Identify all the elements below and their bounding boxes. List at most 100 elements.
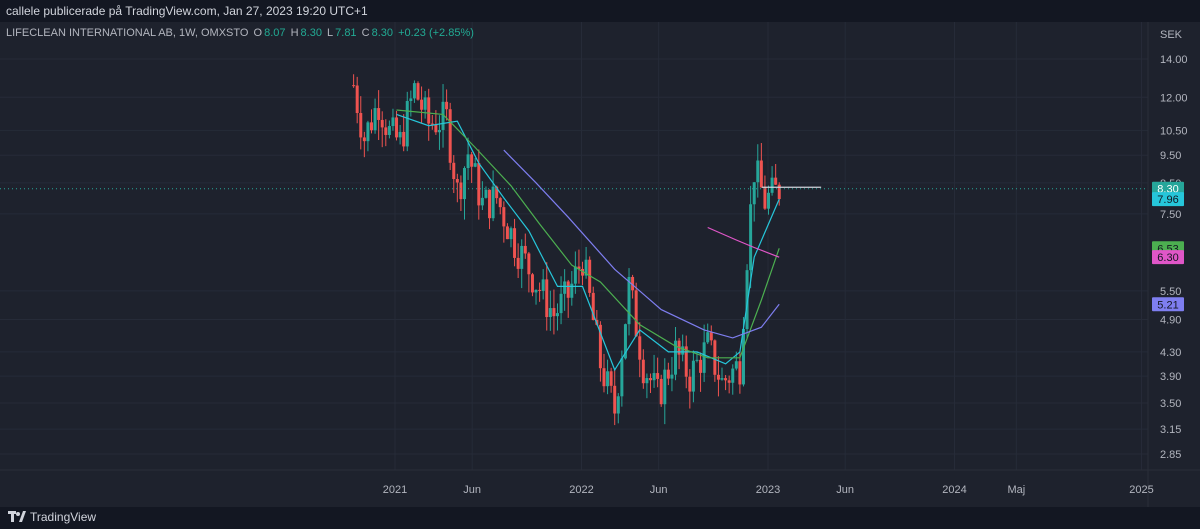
candle-body (749, 204, 753, 271)
candle (470, 151, 474, 184)
candle-body (616, 396, 620, 414)
candle (716, 356, 720, 397)
candle-body (663, 369, 667, 405)
candle (684, 335, 688, 389)
candle-body (548, 308, 552, 318)
candle-body (441, 101, 445, 130)
candle (391, 108, 395, 131)
candle (488, 189, 492, 230)
candle-body (727, 380, 731, 383)
candle-body (545, 279, 549, 318)
publish-header: callele publicerade på TradingView.com, … (0, 0, 1200, 22)
candle (545, 262, 549, 331)
candle (445, 89, 449, 121)
candle-body (402, 131, 406, 147)
candle (659, 374, 663, 407)
candle-body (688, 376, 692, 392)
candle (455, 173, 459, 203)
candle-body (412, 83, 416, 99)
candle-body (516, 257, 520, 269)
candle (677, 338, 681, 370)
candle (520, 239, 524, 289)
candle (523, 233, 527, 259)
candle-body (638, 336, 642, 360)
candle (616, 393, 620, 424)
y-tick-label: 12.00 (1160, 92, 1188, 104)
candle-body (577, 266, 581, 269)
candle (738, 351, 742, 394)
candle-body (462, 168, 466, 200)
candle (352, 74, 356, 88)
candle (477, 149, 481, 220)
candle-body (631, 276, 635, 291)
candle-body (495, 186, 499, 199)
candle-body (609, 371, 613, 386)
candle-body (656, 373, 660, 379)
candle (516, 243, 520, 279)
candle (395, 110, 399, 141)
candle (409, 90, 413, 117)
publish-line: callele publicerade på TradingView.com, … (6, 4, 368, 18)
candle (713, 339, 717, 382)
candle-body (627, 276, 631, 325)
candle (377, 90, 381, 141)
gridlines (0, 22, 1148, 470)
candle (631, 274, 635, 299)
close-label: C (361, 27, 370, 39)
candle-body (427, 97, 431, 124)
candle-body (398, 131, 402, 138)
candle-body (480, 197, 484, 206)
candle-body (666, 369, 670, 379)
candle-body (674, 340, 678, 375)
candle (359, 96, 363, 150)
candle (720, 367, 724, 381)
candle (648, 373, 652, 393)
candle-body (709, 332, 713, 341)
y-tick-label: 3.15 (1160, 424, 1181, 436)
candle-body (359, 113, 363, 138)
candle-body (552, 308, 556, 317)
ma-line-ma-pink (707, 226, 780, 258)
candle-body (738, 361, 742, 385)
candle (423, 91, 427, 119)
candle (656, 357, 660, 388)
ma-line-ma-fast (396, 113, 780, 372)
price-label-bg (1152, 297, 1184, 312)
candle-body (724, 378, 728, 381)
x-tick-label: Jun (463, 484, 481, 496)
candle-body (470, 154, 474, 167)
candle-body (362, 137, 366, 142)
candle (663, 358, 667, 425)
candle (552, 289, 556, 335)
candle (441, 84, 445, 148)
low-value: 7.81 (335, 27, 357, 39)
candle (688, 369, 692, 409)
candle-body (681, 346, 685, 355)
candle-body (659, 378, 663, 405)
y-tick-label: 4.90 (1160, 315, 1181, 327)
symbol-legend: LIFECLEAN INTERNATIONAL AB, 1W, OMXSTO O… (6, 27, 476, 39)
candle-body (473, 163, 477, 167)
candle-body (774, 177, 778, 185)
price-label-bg (1152, 192, 1184, 207)
candle (674, 327, 678, 381)
candle-body (602, 368, 606, 387)
candle (777, 182, 781, 206)
ma-line-ma-slow (503, 149, 780, 339)
candle (380, 111, 384, 148)
y-tick-label: 7.50 (1160, 209, 1181, 221)
candle-body (387, 126, 391, 135)
candle (724, 375, 728, 391)
candle-body (731, 368, 735, 383)
candle (491, 170, 495, 222)
candle (416, 81, 420, 101)
candle (691, 350, 695, 403)
high-value: 8.30 (300, 27, 322, 39)
candle-body (620, 358, 624, 397)
brand-name: TradingView (30, 510, 97, 524)
candle-body (466, 154, 470, 169)
candle (573, 251, 577, 294)
candle-body (734, 361, 738, 369)
candle (384, 119, 388, 147)
